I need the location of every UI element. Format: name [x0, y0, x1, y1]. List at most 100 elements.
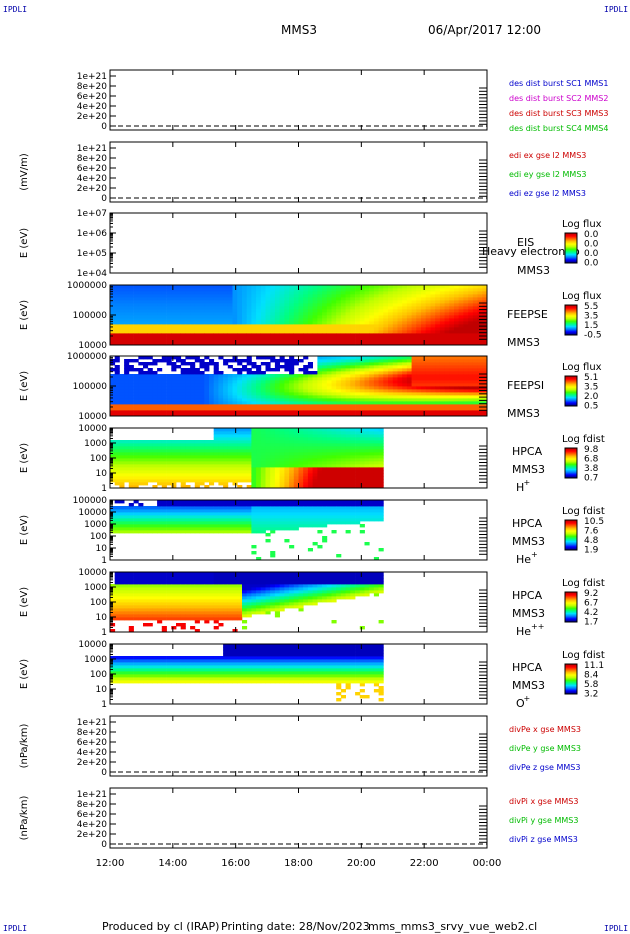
heatmap-cell [251, 374, 257, 378]
heatmap-cell [152, 380, 158, 384]
heatmap-cell [180, 362, 186, 366]
heatmap-cell [124, 509, 130, 513]
heatmap-cell [171, 294, 177, 298]
heatmap-cell [180, 309, 186, 313]
heatmap-cell [293, 476, 299, 480]
heatmap-cell [463, 315, 469, 319]
heatmap-cell [454, 303, 460, 307]
heatmap-cell [355, 300, 361, 304]
heatmap-cell [171, 321, 177, 325]
heatmap-cell [397, 380, 403, 384]
heatmap-cell [369, 336, 375, 340]
heatmap-cell [260, 437, 266, 441]
heatmap-cell [213, 339, 219, 343]
heatmap-cell [161, 330, 167, 334]
heatmap-cell [350, 401, 356, 405]
heatmap-cell [298, 383, 304, 387]
heatmap-cell [223, 506, 229, 510]
colorbar-step [565, 247, 577, 249]
heatmap-cell [161, 410, 167, 414]
heatmap-cell [406, 383, 412, 387]
heatmap-cell [265, 380, 271, 384]
heatmap-cell [444, 368, 450, 372]
heatmap-cell [161, 386, 167, 390]
heatmap-cell [402, 309, 408, 313]
heatmap-cell [232, 506, 238, 510]
heatmap-cell [128, 524, 134, 528]
heatmap-cell [406, 336, 412, 340]
heatmap-cell [128, 297, 134, 301]
heatmap-cell [185, 395, 191, 399]
heatmap-cell [359, 476, 365, 480]
heatmap-cell [289, 386, 295, 390]
heatmap-cell [284, 383, 290, 387]
heatmap-cell [307, 291, 313, 295]
heatmap-cell [378, 365, 384, 369]
heatmap-cell [307, 383, 313, 387]
heatmap-cell [199, 476, 205, 480]
heatmap-cell [209, 300, 215, 304]
heatmap-cell [119, 398, 125, 402]
heatmap-cell [270, 312, 276, 316]
heatmap-cell [468, 377, 474, 381]
heatmap-cell [166, 449, 172, 453]
heatmap-cell [110, 506, 116, 510]
heatmap-cell [147, 285, 153, 289]
heatmap-cell [373, 407, 379, 411]
heatmap-cell [350, 374, 356, 378]
heatmap-cell [227, 434, 233, 438]
heatmap-cell [364, 300, 370, 304]
heatmap-cell [194, 440, 200, 444]
heatmap-cell [388, 324, 394, 328]
heatmap-hpca-h [110, 428, 384, 489]
heatmap-cell [373, 300, 379, 304]
heatmap-cell [133, 291, 139, 295]
heatmap-cell [369, 476, 375, 480]
heatmap-cell [312, 324, 318, 328]
heatmap-cell [397, 312, 403, 316]
heatmap-cell [317, 467, 323, 471]
heatmap-cell [289, 392, 295, 396]
heatmap-cell [161, 327, 167, 331]
heatmap-cell [472, 368, 478, 372]
heatmap-cell [265, 482, 271, 486]
heatmap-cell [359, 333, 365, 337]
heatmap-cell [270, 339, 276, 343]
y-tick-label: 1 [101, 484, 107, 494]
heatmap-cell [397, 359, 403, 363]
heatmap-cell [260, 503, 266, 507]
heatmap-cell [190, 318, 196, 322]
heatmap-cell [213, 440, 219, 444]
heatmap-cell [355, 461, 361, 465]
heatmap-cell [336, 398, 342, 402]
heatmap-cell [138, 377, 144, 381]
heatmap-cell [402, 312, 408, 316]
heatmap-cell [425, 410, 431, 414]
heatmap-cell [128, 333, 134, 337]
heatmap-cell [246, 518, 252, 522]
heatmap-cell [171, 467, 177, 471]
heatmap-cell [416, 401, 422, 405]
heatmap-cell [213, 518, 219, 522]
heatmap-cell [213, 368, 219, 372]
heatmap-cell [209, 449, 215, 453]
heatmap-cell [463, 303, 469, 307]
heatmap-cell [312, 479, 318, 483]
heatmap-cell [218, 515, 224, 519]
heatmap-cell [227, 446, 233, 450]
heatmap-cell [373, 398, 379, 402]
heatmap-cell [359, 365, 365, 369]
heatmap-cell [463, 300, 469, 304]
heatmap-cell [138, 300, 144, 304]
heatmap-cell [444, 407, 450, 411]
colorbar-step [565, 245, 577, 247]
heatmap-cell [213, 389, 219, 393]
heatmap-cell [270, 554, 276, 558]
heatmap-cell [265, 524, 271, 528]
heatmap-cell [293, 401, 299, 405]
heatmap-cell [119, 300, 125, 304]
heatmap-cell [322, 401, 328, 405]
heatmap-cell [119, 479, 125, 483]
heatmap-cell [454, 401, 460, 405]
